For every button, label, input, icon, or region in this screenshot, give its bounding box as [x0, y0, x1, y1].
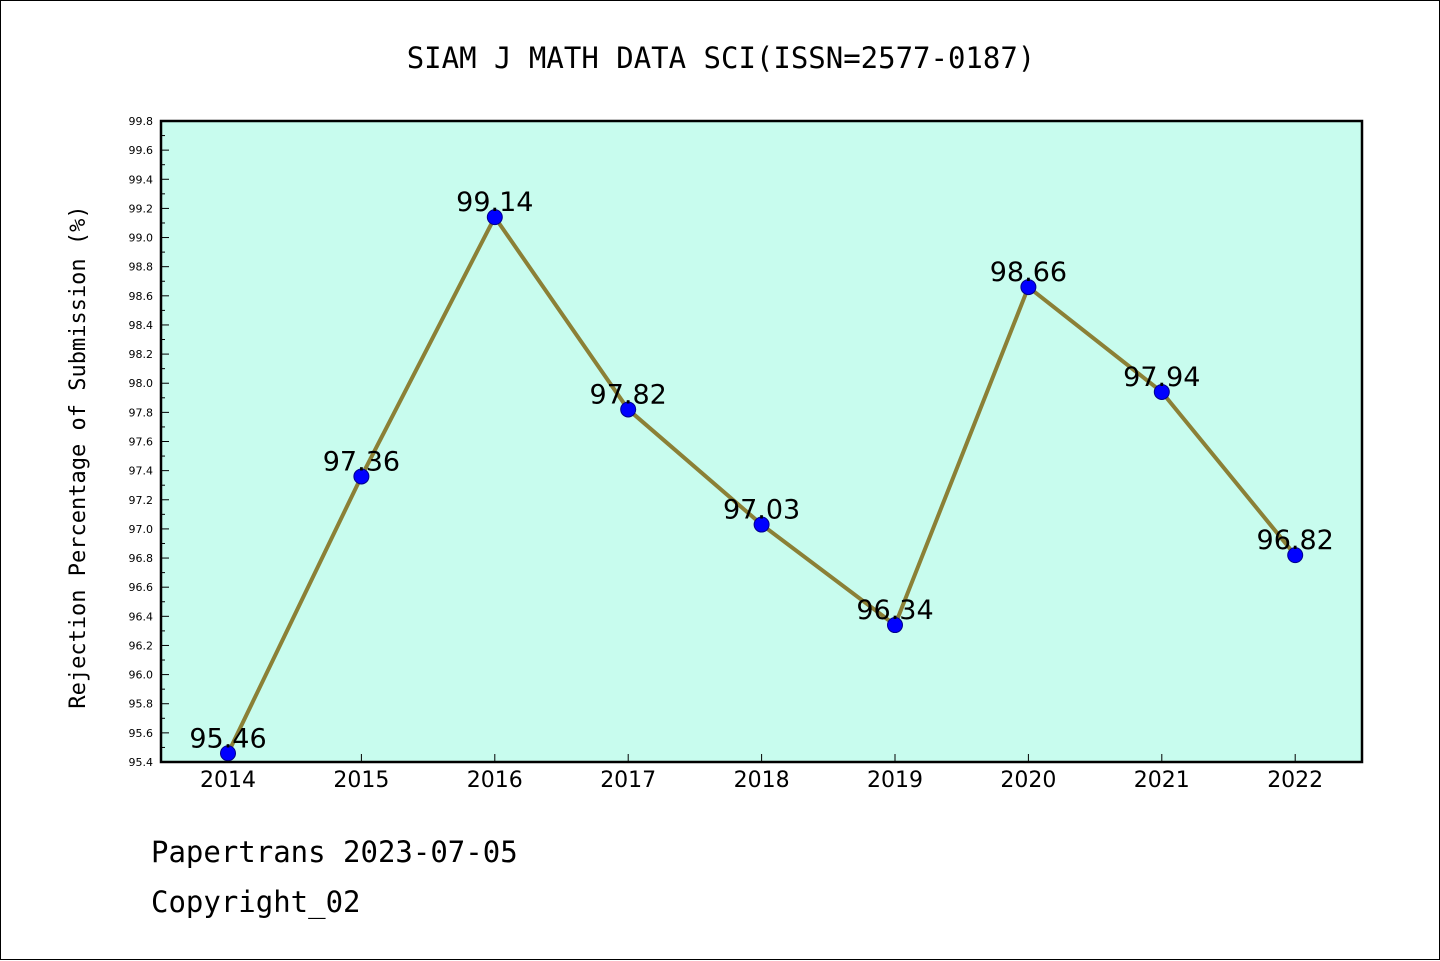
y-tick-label: 99.6	[129, 144, 154, 157]
data-label: 99.14	[456, 187, 533, 218]
x-tick-label: 2015	[333, 768, 389, 793]
x-tick-label: 2018	[734, 768, 790, 793]
data-label: 97.36	[323, 446, 400, 477]
y-tick-label: 99.2	[129, 202, 154, 215]
data-label: 96.82	[1257, 525, 1334, 556]
data-point-marker	[1020, 279, 1037, 296]
x-tick-label: 2016	[467, 768, 523, 793]
data-point-marker	[1153, 383, 1170, 400]
data-label: 96.34	[856, 595, 933, 626]
chart-title: SIAM J MATH DATA SCI(ISSN=2577-0187)	[407, 41, 1036, 75]
y-tick-label: 95.6	[129, 727, 154, 740]
y-tick-label: 96.4	[129, 610, 154, 623]
footer-source: Papertrans 2023-07-05	[151, 835, 518, 869]
x-tick-label: 2019	[867, 768, 923, 793]
y-tick-label: 95.8	[129, 698, 154, 711]
y-tick-label: 99.8	[129, 115, 154, 128]
data-point-marker	[620, 401, 637, 418]
data-label: 97.03	[723, 495, 800, 526]
data-label: 98.66	[990, 257, 1067, 288]
plot-border	[159, 119, 1364, 764]
data-label: 97.82	[590, 379, 667, 410]
y-tick-label: 96.6	[129, 581, 154, 594]
y-tick-label: 98.0	[129, 377, 154, 390]
y-tick-label: 96.0	[129, 669, 154, 682]
y-tick-label: 96.8	[129, 552, 154, 565]
y-tick-label: 97.6	[129, 436, 154, 449]
y-tick-label: 97.2	[129, 494, 154, 507]
x-tick-label: 2021	[1134, 768, 1190, 793]
y-tick-label: 98.4	[129, 319, 154, 332]
y-tick-label: 99.4	[129, 173, 154, 186]
data-point-marker	[1287, 547, 1304, 564]
y-tick-label: 97.0	[129, 523, 154, 536]
y-tick-label: 97.4	[129, 465, 154, 478]
data-labels: 95.46 97.36 99.14 97.82 97.03 96.34 98.66 97.94…	[189, 187, 1333, 754]
x-tick-label: 2014	[200, 768, 256, 793]
data-point-marker	[486, 209, 503, 226]
y-tick-label: 99.0	[129, 232, 154, 245]
data-label: 97.94	[1123, 362, 1200, 393]
x-tick-label: 2022	[1267, 768, 1323, 793]
data-point-marker	[753, 516, 770, 533]
data-point-marker	[887, 617, 903, 634]
y-axis-label: Rejection Percentage of Submission (%)	[66, 205, 91, 708]
y-axis-ticks: 95.4 95.6 95.8 96.0 96.2 96.4 96.6 96.8 97.0 97.2…	[129, 115, 169, 769]
y-tick-label: 95.4	[129, 756, 154, 769]
footer-copyright: Copyright_02	[151, 885, 361, 919]
x-axis-ticks: 2014 2015 2016 2017 2018 2019 2020 2021 2022	[200, 754, 1323, 793]
y-tick-label: 98.8	[129, 261, 154, 274]
plot-area	[161, 121, 1362, 762]
y-tick-label: 98.2	[129, 348, 154, 361]
x-tick-label: 2020	[1000, 768, 1056, 793]
data-point-marker	[353, 468, 370, 485]
y-tick-label: 98.6	[129, 290, 154, 303]
data-label: 95.46	[189, 723, 266, 754]
x-tick-label: 2017	[600, 768, 656, 793]
y-tick-label: 96.2	[129, 639, 154, 652]
y-tick-label: 97.8	[129, 406, 154, 419]
